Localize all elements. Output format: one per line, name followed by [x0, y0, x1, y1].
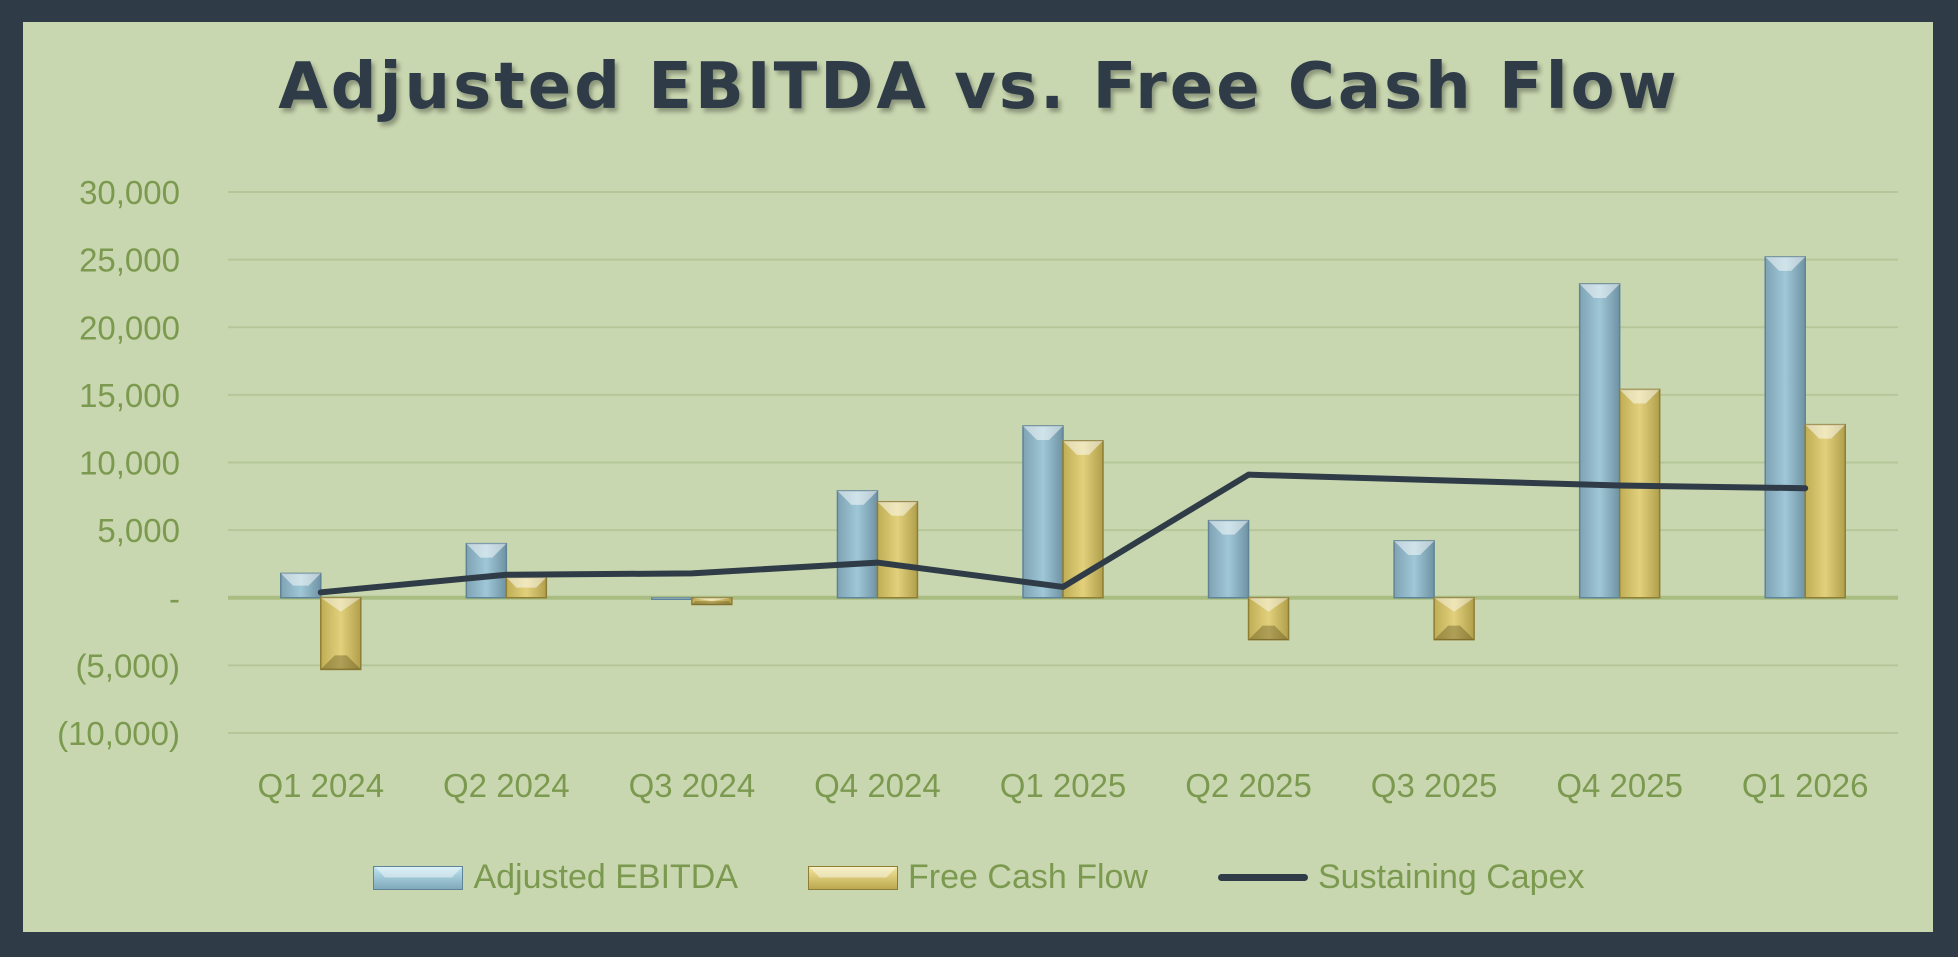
y-tick-label: (5,000) — [75, 647, 180, 684]
chart-title: Adjusted EBITDA vs. Free Cash Flow — [278, 50, 1680, 124]
legend-item-sustaining-capex[interactable]: Sustaining Capex — [1218, 858, 1585, 897]
x-tick-label: Q1 2024 — [257, 767, 384, 804]
bar-free-cash-flow[interactable] — [1618, 388, 1661, 599]
bar-adjusted-ebitda[interactable] — [651, 597, 693, 600]
bar-adjusted-ebitda[interactable] — [1207, 519, 1250, 599]
bar-free-cash-flow[interactable] — [1804, 423, 1846, 599]
y-tick-label: 10,000 — [79, 445, 180, 482]
legend-item-adjusted-ebitda[interactable]: Adjusted EBITDA — [373, 858, 738, 897]
x-tick-label: Q4 2025 — [1556, 767, 1683, 804]
y-tick-label: 5,000 — [97, 512, 180, 549]
bar-adjusted-ebitda[interactable] — [1578, 283, 1621, 599]
legend-swatch-sustaining-capex — [1218, 874, 1308, 881]
x-tick-label: Q3 2025 — [1371, 767, 1498, 804]
bar-adjusted-ebitda[interactable] — [1393, 540, 1435, 599]
bar-free-cash-flow[interactable] — [505, 576, 548, 599]
bar-adjusted-ebitda[interactable] — [465, 542, 508, 599]
x-tick-label: Q1 2026 — [1742, 767, 1869, 804]
legend-swatch-adjusted-ebitda — [373, 865, 464, 890]
bar-adjusted-ebitda[interactable] — [1764, 256, 1806, 599]
y-tick-label: (10,000) — [57, 715, 180, 752]
legend-label-sustaining-capex: Sustaining Capex — [1318, 858, 1585, 896]
x-tick-label: Q2 2024 — [443, 767, 570, 804]
bar-adjusted-ebitda[interactable] — [1022, 425, 1064, 599]
legend-label-adjusted-ebitda: Adjusted EBITDA — [473, 858, 739, 896]
x-tick-label: Q4 2024 — [814, 767, 941, 804]
legend-label-free-cash-flow: Free Cash Flow — [908, 858, 1148, 896]
x-tick-label: Q2 2025 — [1185, 767, 1312, 804]
bar-adjusted-ebitda[interactable] — [836, 490, 879, 599]
bar-free-cash-flow[interactable] — [876, 500, 919, 599]
bar-free-cash-flow[interactable] — [1433, 597, 1475, 641]
bar-adjusted-ebitda[interactable] — [280, 572, 322, 599]
x-tick-label: Q3 2024 — [629, 767, 756, 804]
bar-free-cash-flow[interactable] — [320, 597, 362, 671]
bar-free-cash-flow[interactable] — [1247, 597, 1290, 641]
y-tick-label: 30,000 — [79, 174, 180, 211]
bar-free-cash-flow[interactable] — [691, 597, 733, 606]
y-tick-label: 15,000 — [79, 377, 180, 414]
y-tick-label: - — [169, 580, 180, 617]
x-tick-label: Q1 2025 — [1000, 767, 1127, 804]
chart-legend: Adjusted EBITDA Free Cash Flow Sustainin… — [0, 858, 1958, 897]
y-tick-label: 20,000 — [79, 309, 180, 346]
y-tick-label: 25,000 — [79, 242, 180, 279]
legend-swatch-free-cash-flow — [808, 865, 899, 890]
line-sustaining-capex[interactable] — [317, 471, 1809, 596]
legend-item-free-cash-flow[interactable]: Free Cash Flow — [808, 858, 1148, 897]
